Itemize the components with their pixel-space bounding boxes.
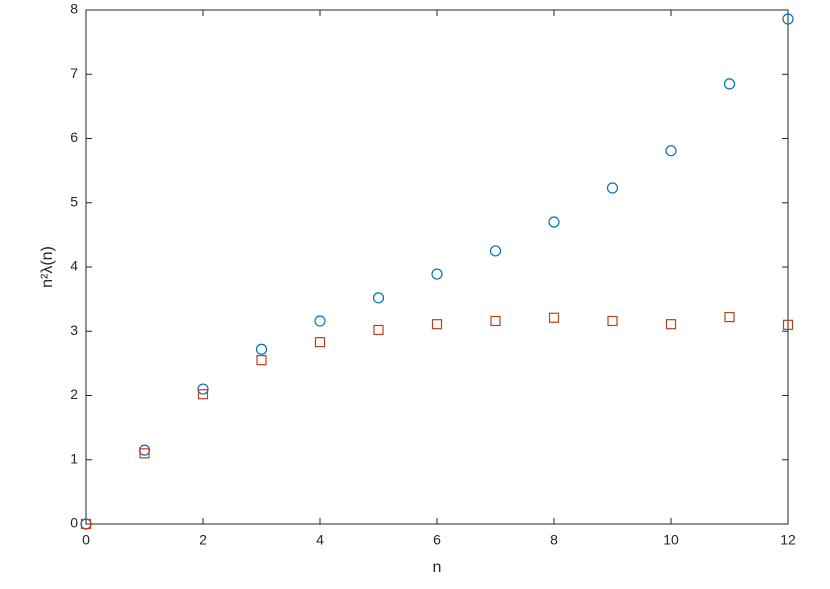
- circle-point: [606, 182, 619, 194]
- x-axis-label: n: [433, 559, 442, 576]
- circle-point: [489, 245, 502, 257]
- x-tick-label: 8: [550, 532, 558, 548]
- y-tick-label: 5: [70, 193, 78, 209]
- y-tick-label: 8: [70, 1, 78, 17]
- square-point: [139, 448, 150, 459]
- x-tick-label: 0: [82, 532, 90, 548]
- y-tick-label: 6: [70, 129, 78, 145]
- y-tick-label: 3: [70, 322, 78, 338]
- y-axis-label: n²λ(n): [39, 246, 56, 288]
- circle-point: [723, 78, 736, 90]
- x-tick-label: 2: [199, 532, 207, 548]
- circle-point: [255, 343, 268, 355]
- square-point: [490, 315, 501, 327]
- x-tick-label: 12: [780, 532, 796, 548]
- square-point: [256, 355, 267, 366]
- square-point: [548, 312, 560, 323]
- square-point: [80, 518, 92, 530]
- x-tick-label: 10: [663, 532, 679, 548]
- y-tick-label: 0: [70, 515, 78, 531]
- circle-point: [372, 292, 385, 304]
- square-point: [314, 337, 326, 348]
- plot-box: [85, 9, 789, 525]
- square-point: [724, 312, 735, 323]
- circle-point: [548, 216, 560, 228]
- y-tick-label: 2: [70, 386, 78, 402]
- square-point: [665, 319, 677, 330]
- y-tick-label: 4: [70, 258, 78, 274]
- circle-point: [782, 13, 794, 25]
- circle-point: [197, 383, 209, 395]
- square-point: [431, 319, 443, 330]
- square-point: [782, 319, 794, 330]
- y-tick-label: 7: [70, 65, 78, 81]
- y-tick-label: 1: [70, 450, 78, 466]
- square-point: [373, 324, 384, 336]
- square-point: [197, 389, 209, 400]
- x-tick-label: 4: [316, 532, 324, 548]
- circle-point: [314, 315, 326, 327]
- x-tick-label: 6: [433, 532, 441, 548]
- square-point: [607, 315, 618, 327]
- circle-point: [431, 268, 443, 280]
- circle-point: [665, 145, 677, 157]
